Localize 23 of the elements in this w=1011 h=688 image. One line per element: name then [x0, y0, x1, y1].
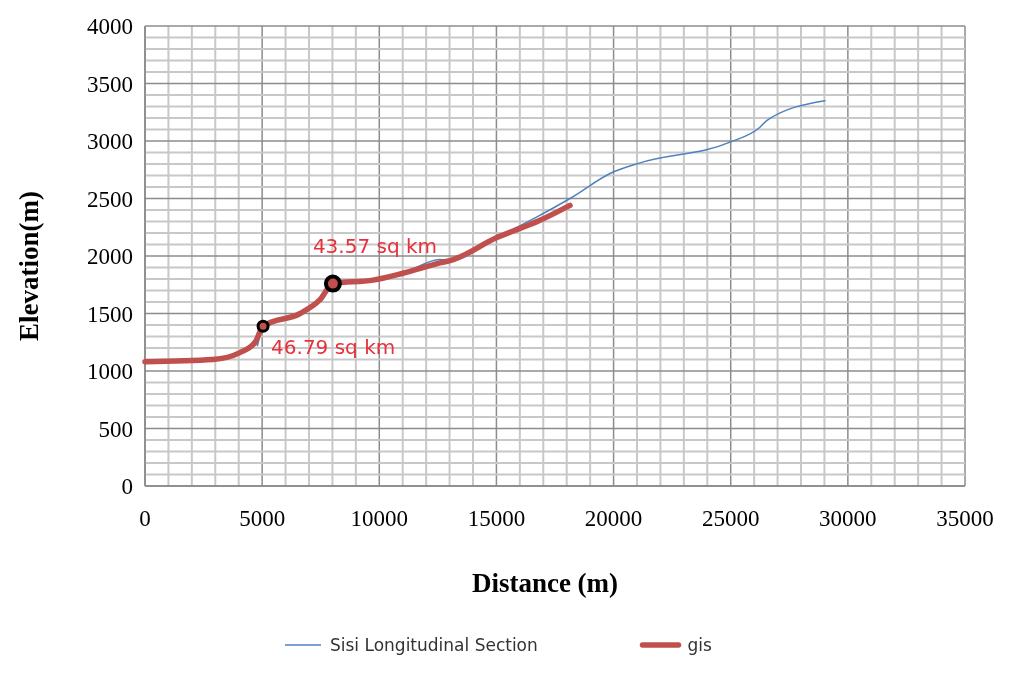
x-tick-label: 10000: [350, 506, 409, 531]
x-tick-label: 25000: [701, 506, 760, 531]
x-tick-label: 0: [139, 506, 151, 531]
legend-label: Sisi Longitudinal Section: [330, 635, 538, 655]
y-axis-title: Elevation(m): [14, 191, 44, 341]
y-tick-label: 1000: [87, 359, 133, 384]
y-tick-label: 4000: [87, 14, 133, 39]
y-tick-label: 2000: [87, 244, 133, 269]
y-tick-label: 3000: [87, 129, 133, 154]
x-tick-label: 35000: [936, 506, 994, 531]
x-tick-label: 20000: [584, 506, 643, 531]
x-tick-label: 30000: [819, 506, 877, 531]
y-tick-label: 2500: [87, 186, 133, 212]
y-tick-label: 1500: [87, 301, 133, 327]
x-axis-title: Distance (m): [471, 568, 619, 598]
y-tick-label: 500: [98, 416, 133, 442]
y-tick-label: 3500: [87, 71, 133, 97]
annotation: 46.79 sq km: [271, 335, 396, 360]
annotation: 43.57 sq km: [312, 233, 438, 258]
x-tick-label: 15000: [467, 506, 526, 531]
x-tick-label: 5000: [239, 506, 286, 531]
y-tick-label: 0: [121, 474, 133, 499]
legend-label: gis: [687, 635, 713, 655]
